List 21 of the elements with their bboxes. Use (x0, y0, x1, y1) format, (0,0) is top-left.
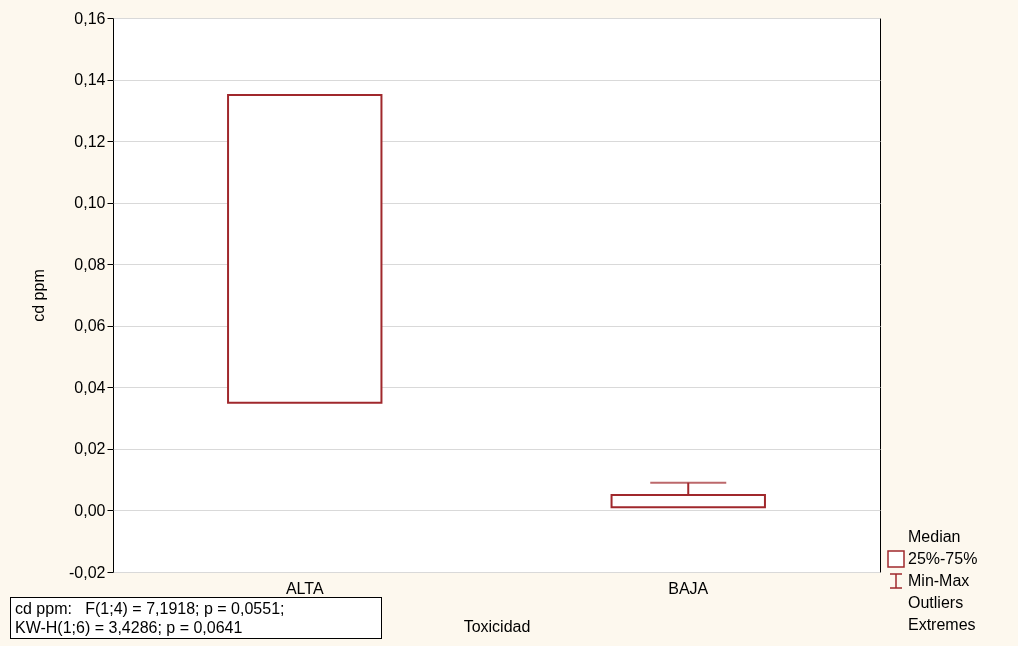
text: KW-H(1;6) = 3,4286; p = 0,0641 (15, 618, 244, 637)
text: Min-Max (908, 571, 970, 591)
x-axis-title: Toxicidad (463, 617, 531, 635)
y-tick-label: 0,12 (74, 132, 106, 150)
y-tick-label: 0,08 (74, 255, 106, 273)
text: Extremes (908, 615, 976, 635)
text: cd ppm: F(1;4) = 7,1918; p = 0,0551; (15, 599, 286, 618)
y-tick-label: 0,16 (74, 9, 106, 27)
y-tick-label: 0,00 (74, 501, 106, 519)
y-tick-label: 0,06 (74, 317, 106, 335)
text: Outliers (908, 593, 964, 613)
y-tick-label: 0,04 (74, 378, 106, 396)
y-tick-label: -0,02 (69, 563, 106, 581)
y-axis-title: cd ppm (30, 269, 48, 322)
text: Median (908, 527, 961, 547)
y-tick-label: 0,02 (74, 440, 106, 458)
y-tick-label: 0,10 (74, 194, 106, 212)
text: 25%-75% (908, 549, 978, 569)
x-tick-label: BAJA (668, 579, 709, 597)
y-tick-label: 0,14 (74, 71, 106, 89)
x-tick-label: ALTA (285, 579, 324, 597)
